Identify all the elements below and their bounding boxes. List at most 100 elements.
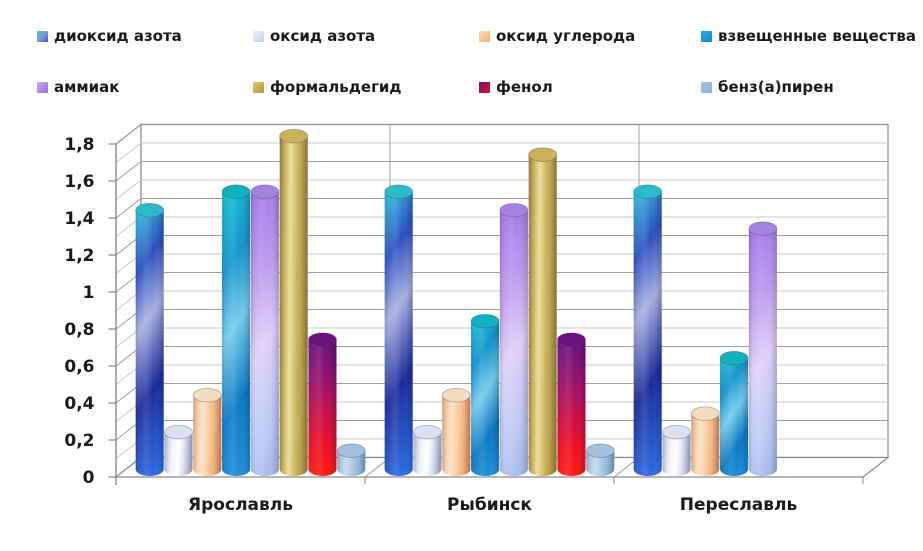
bar-top-cap [279, 128, 309, 144]
bar-sheen [193, 395, 222, 476]
bar-sheen [720, 358, 749, 476]
legend-label: оксид азота [270, 27, 376, 45]
bar-sheen [633, 191, 662, 476]
legend-item: диоксид азота [37, 26, 182, 46]
y-axis-label: 1 [83, 283, 95, 303]
side-grid-line-major [115, 198, 142, 219]
bar-sheen [222, 191, 251, 476]
y-axis-label: 0,6 [64, 357, 94, 377]
bar-переславль-s3 [719, 351, 749, 476]
bar-рыбинск-s1 [413, 425, 442, 476]
bar-top-cap [336, 443, 366, 458]
bar-top-cap [585, 443, 615, 458]
bar-top-cap [499, 202, 529, 218]
bar-sheen [528, 154, 557, 476]
legend-label: взвещенные вещества [718, 27, 916, 45]
legend-swatch [37, 30, 48, 42]
category-label: Рыбинск [447, 495, 532, 515]
bar-переславль-s4 [748, 221, 778, 476]
bar-sheen [135, 210, 164, 476]
bar-top-cap [633, 184, 663, 199]
legend-swatch [479, 81, 490, 93]
bar-ярославль-s0 [135, 202, 165, 476]
legend-label: аммиак [54, 78, 120, 96]
bar-top-cap [662, 425, 691, 440]
legend-swatch [253, 81, 264, 93]
side-grid-line-major [115, 161, 142, 182]
bar-top-cap [528, 147, 558, 162]
legend-label: фенол [496, 78, 553, 96]
bar-top-cap [164, 425, 193, 440]
y-axis-label: 0,4 [64, 394, 94, 414]
bar-ярославль-s2 [192, 388, 222, 476]
bar-переславль-s1 [662, 425, 691, 476]
bar-рыбинск-s2 [441, 388, 471, 476]
y-axis-label: 1,4 [64, 209, 94, 229]
bar-рыбинск-s4 [499, 202, 529, 477]
bar-ярославль-s6 [308, 332, 337, 476]
bar-ярославль-s1 [164, 425, 193, 476]
side-grid-line-minor [115, 142, 142, 163]
y-axis-label: 0 [83, 468, 95, 488]
bar-sheen [279, 136, 308, 476]
bar-ярославль-s5 [279, 128, 309, 476]
bar-ярославль-s3 [221, 184, 251, 476]
y-axis-label: 1,6 [64, 172, 94, 192]
bar-top-cap [250, 184, 280, 199]
bar-top-cap [441, 388, 471, 403]
y-axis-label: 0,8 [64, 320, 94, 340]
bar-top-cap [192, 388, 222, 403]
legend-label: диоксид азота [54, 27, 182, 45]
bar-sheen [337, 450, 366, 476]
y-axis-label: 0,2 [64, 431, 94, 451]
bar-sheen [557, 339, 586, 476]
legend-item: формальдегид [253, 77, 402, 97]
bar-top-cap [308, 332, 337, 347]
legend: диоксид азота оксид азота оксид углерода вз… [0, 0, 923, 110]
bar-ярославль-s4 [250, 184, 280, 476]
bar-sheen [748, 228, 777, 476]
bar-top-cap [221, 184, 251, 199]
bar-top-cap [470, 314, 500, 329]
bar-sheen [384, 191, 413, 476]
y-axis-label: 1,2 [64, 246, 94, 266]
bar-ярославль-s7 [336, 443, 366, 476]
bar-top-cap [413, 425, 442, 440]
bar-top-cap [384, 184, 414, 199]
bar-рыбинск-s6 [557, 332, 586, 476]
bar-sheen [442, 395, 471, 476]
legend-item: оксид азота [253, 26, 375, 46]
bar-sheen [471, 321, 500, 476]
bar-sheen [662, 432, 691, 476]
legend-swatch [253, 30, 264, 42]
legend-item: фенол [479, 77, 553, 97]
bar-sheen [586, 450, 615, 476]
legend-label: оксид углерода [496, 27, 636, 45]
bar-top-cap [719, 351, 749, 366]
bar-sheen [499, 210, 528, 477]
side-grid-line-major [115, 124, 142, 145]
bar-top-cap [748, 221, 778, 236]
legend-label: формальдегид [270, 78, 402, 96]
bar-рыбинск-s0 [384, 184, 414, 476]
category-label: Ярославль [188, 495, 293, 515]
bar-рыбинск-s3 [470, 314, 500, 476]
bar-рыбинск-s7 [585, 443, 615, 476]
bar-переславль-s2 [690, 406, 720, 476]
legend-item: взвещенные вещества [701, 26, 916, 46]
bar-sheen [164, 432, 193, 476]
legend-item: оксид углерода [479, 26, 635, 46]
bar-sheen [413, 432, 442, 476]
legend-item: аммиак [37, 77, 119, 97]
bar-sheen [691, 413, 720, 476]
bar-рыбинск-s5 [528, 147, 558, 476]
bar-переславль-s0 [633, 184, 663, 476]
legend-item: бенз(а)пирен [701, 77, 834, 97]
y-axis-label: 1,8 [64, 135, 94, 155]
legend-swatch [701, 30, 712, 42]
bar-top-cap [135, 202, 165, 218]
category-label: Переславль [680, 495, 797, 515]
legend-swatch [701, 81, 712, 93]
